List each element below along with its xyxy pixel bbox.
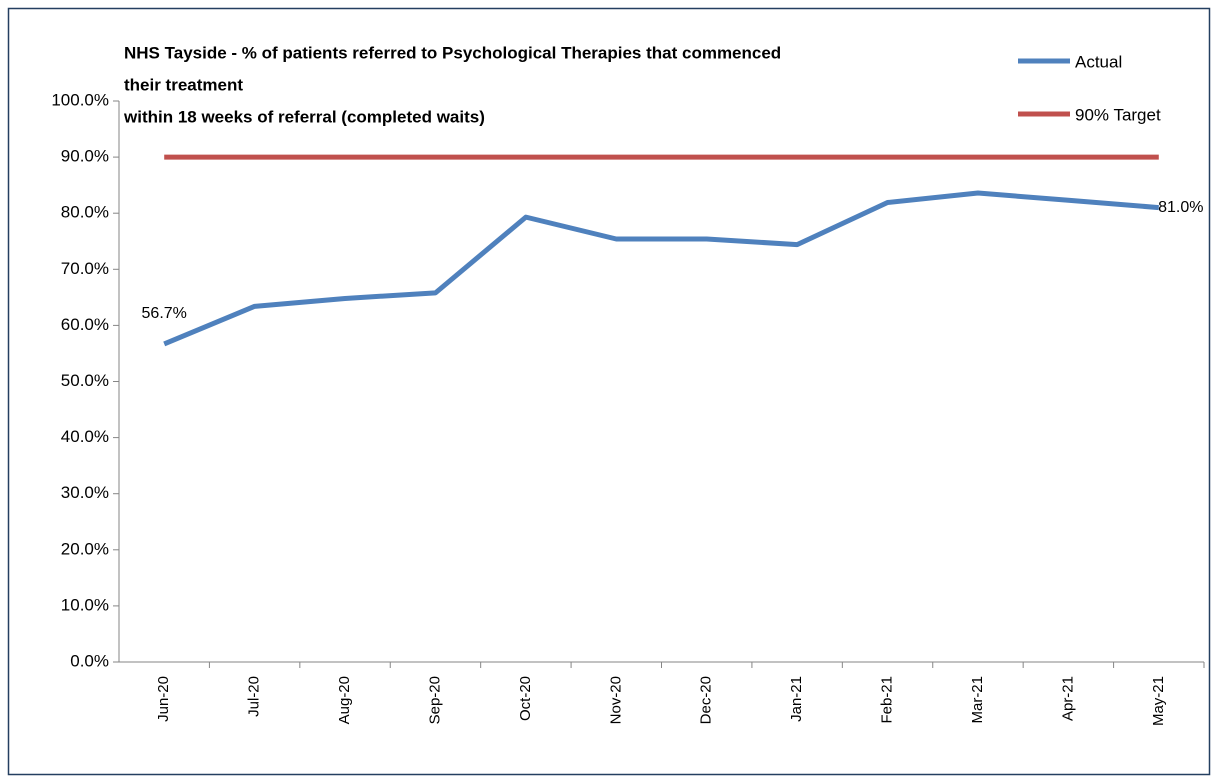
x-tick-label: Mar-21 — [969, 676, 986, 724]
chart-title: their treatment — [124, 75, 243, 94]
x-tick-label: Nov-20 — [607, 676, 624, 724]
x-tick-label: Feb-21 — [879, 676, 896, 724]
series-line — [163, 190, 1159, 347]
y-tick-label: 80.0% — [61, 203, 109, 222]
y-tick-label: 20.0% — [61, 539, 109, 558]
x-tick-label: Aug-20 — [336, 676, 353, 724]
x-tick-label: Jan-21 — [788, 676, 805, 722]
y-tick-label: 40.0% — [61, 427, 109, 446]
chart-title: NHS Tayside - % of patients referred to … — [124, 43, 781, 62]
data-label: 81.0% — [1158, 199, 1203, 216]
y-tick-label: 60.0% — [61, 315, 109, 334]
x-tick-label: Jul-20 — [246, 676, 263, 717]
x-tick-label: May-21 — [1150, 676, 1167, 726]
y-tick-label: 0.0% — [70, 651, 109, 670]
y-tick-label: 100.0% — [51, 90, 109, 109]
x-tick-label: Jun-20 — [155, 676, 172, 722]
x-tick-label: Oct-20 — [517, 676, 534, 721]
y-tick-label: 70.0% — [61, 259, 109, 278]
legend-label: Actual — [1075, 52, 1122, 71]
data-label: 56.7% — [142, 305, 187, 322]
chart-border — [7, 7, 1211, 776]
x-tick-label: Apr-21 — [1059, 676, 1076, 721]
y-tick-label: 90.0% — [61, 147, 109, 166]
legend-label: 90% Target — [1075, 105, 1161, 124]
x-tick-label: Dec-20 — [698, 676, 715, 724]
chart-title: within 18 weeks of referral (completed w… — [123, 107, 485, 126]
y-tick-label: 50.0% — [61, 371, 109, 390]
y-tick-label: 30.0% — [61, 483, 109, 502]
y-tick-label: 10.0% — [61, 595, 109, 614]
x-tick-label: Sep-20 — [426, 676, 443, 724]
